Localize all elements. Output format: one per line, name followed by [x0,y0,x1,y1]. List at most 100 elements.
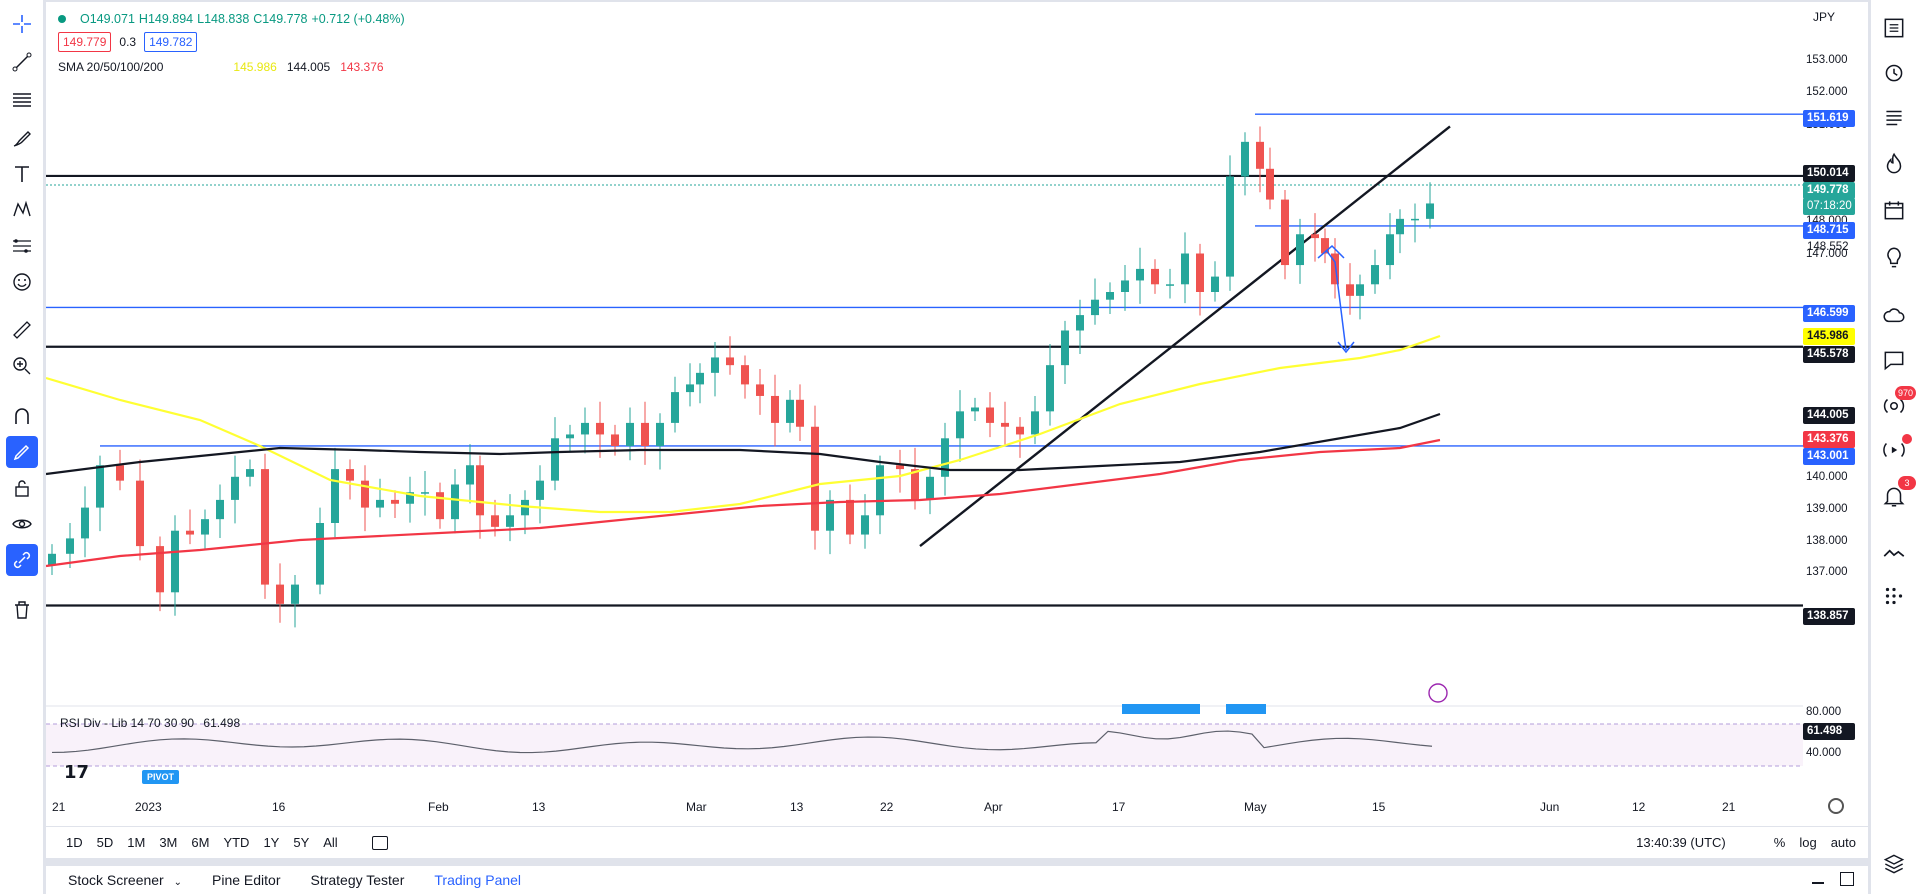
candle-body [1211,276,1219,292]
ideas-stream-icon[interactable]: 970 [1878,386,1916,422]
calendar-icon[interactable] [1878,194,1910,226]
tab-strategy-tester[interactable]: Strategy Tester [310,872,405,888]
live-streams-icon[interactable] [1878,434,1912,466]
stay-drawing-icon[interactable] [6,436,38,468]
magnet-icon[interactable] [6,400,38,432]
time-tick: 13 [532,800,546,814]
fib-icon[interactable] [6,84,38,116]
price-tick: 137.000 [1806,566,1848,578]
text-icon[interactable] [6,158,38,190]
range-6m[interactable]: 6M [191,835,210,850]
chevron-down-icon[interactable]: ⌄ [173,877,182,888]
hotlist-fire-icon[interactable] [1878,148,1910,180]
chart-panel[interactable] [46,2,1868,858]
dots-grid-icon[interactable] [1878,580,1910,612]
market-open-dot [58,15,66,23]
candle-body [1321,238,1329,254]
candle-body [1386,234,1394,266]
zoom-in-icon[interactable] [6,350,38,382]
time-tick: Apr [984,800,1003,814]
brush-icon[interactable] [6,122,38,154]
drawing-toolbar [0,0,44,894]
candle-body [711,357,719,373]
range-5y[interactable]: 5Y [293,835,310,850]
range-3m[interactable]: 3M [159,835,178,850]
candle-body [1046,365,1054,412]
tab-pine-editor[interactable]: Pine Editor [212,872,281,888]
minimize-panel-icon[interactable] [1812,876,1824,884]
candle-body [1076,315,1084,331]
projection-icon[interactable] [6,230,38,262]
candle-body [536,480,544,500]
price-label-resistance: 150.014 [1803,165,1855,182]
maximize-panel-icon[interactable] [1840,872,1854,886]
pivot-tag-top-2 [1226,704,1266,714]
pivot-tag-top [1122,704,1200,714]
log-scale-toggle[interactable]: log [1799,835,1817,850]
candle-body [1016,426,1024,435]
percent-scale-toggle[interactable]: % [1773,835,1786,850]
candle-body [1296,234,1304,266]
currency-label[interactable]: JPY [1813,10,1836,24]
link-icon[interactable] [6,544,38,576]
event-marker-icon [1428,683,1448,703]
layers-icon[interactable] [1878,848,1910,880]
emoji-icon[interactable] [6,266,38,298]
utc-clock[interactable]: 13:40:39 (UTC) [1636,835,1726,850]
candle-body [436,492,444,520]
candle-body [1346,284,1354,296]
ideas-lightbulb-icon[interactable] [1878,242,1910,274]
range-ytd[interactable]: YTD [223,835,250,850]
range-1d[interactable]: 1D [66,835,83,850]
trading-pulse-icon[interactable] [1878,538,1910,570]
lock-icon[interactable] [6,472,38,504]
candle-body [1181,253,1189,285]
settings-gear-icon[interactable] [1828,798,1844,814]
candle-body [491,515,499,527]
candle-body [316,523,324,585]
trend-line-icon[interactable] [6,46,38,78]
data-window-icon[interactable] [1878,102,1910,134]
watchlist-icon[interactable] [1878,12,1910,44]
candle-body [521,499,529,516]
candle-body [66,538,74,554]
candle-body [611,434,619,446]
candle-body [1166,284,1174,286]
trash-icon[interactable] [6,594,38,626]
price-label-support-2: 146.599 [1803,305,1855,322]
candle-body [466,465,474,485]
candle-body [246,469,254,477]
time-tick: 12 [1632,800,1646,814]
candle-body [1396,218,1404,235]
tab-stock-screener[interactable]: Stock Screener ⌄ [68,872,182,888]
candle-body [1226,176,1234,277]
candle-body [81,507,89,539]
alarm-clock-icon[interactable] [1878,56,1910,88]
streams-cloud-icon[interactable] [1878,300,1910,332]
crosshair-icon[interactable] [6,8,38,40]
candle-body [376,499,384,508]
goto-date-icon[interactable] [371,835,388,850]
candle-body [1151,268,1159,285]
candle-body [686,384,694,393]
range-1m[interactable]: 1M [127,835,146,850]
range-all[interactable]: All [323,835,338,850]
price-chart[interactable] [46,2,1868,826]
candle-body [156,546,164,593]
pattern-icon[interactable] [6,194,38,226]
candle-body [331,469,339,523]
eye-icon[interactable] [6,508,38,540]
notifications-bell-icon[interactable]: 3 [1878,476,1916,512]
range-1y[interactable]: 1Y [263,835,280,850]
tab-trading-panel[interactable]: Trading Panel [434,872,522,888]
ruler-icon[interactable] [6,314,38,346]
price-tick: 138.000 [1806,535,1848,547]
auto-scale-toggle[interactable]: auto [1830,835,1856,850]
sell-price-button[interactable]: 149.779 [58,32,112,52]
rsi-legend[interactable]: RSI Div - Lib 14 70 30 90 61.498 [60,716,240,730]
sma-indicator-label[interactable]: SMA 20/50/100/200 [58,60,164,74]
range-5d[interactable]: 5D [96,835,114,850]
candle-body [1121,280,1129,292]
chat-icon[interactable] [1878,344,1910,376]
buy-price-button[interactable]: 149.782 [144,32,198,52]
